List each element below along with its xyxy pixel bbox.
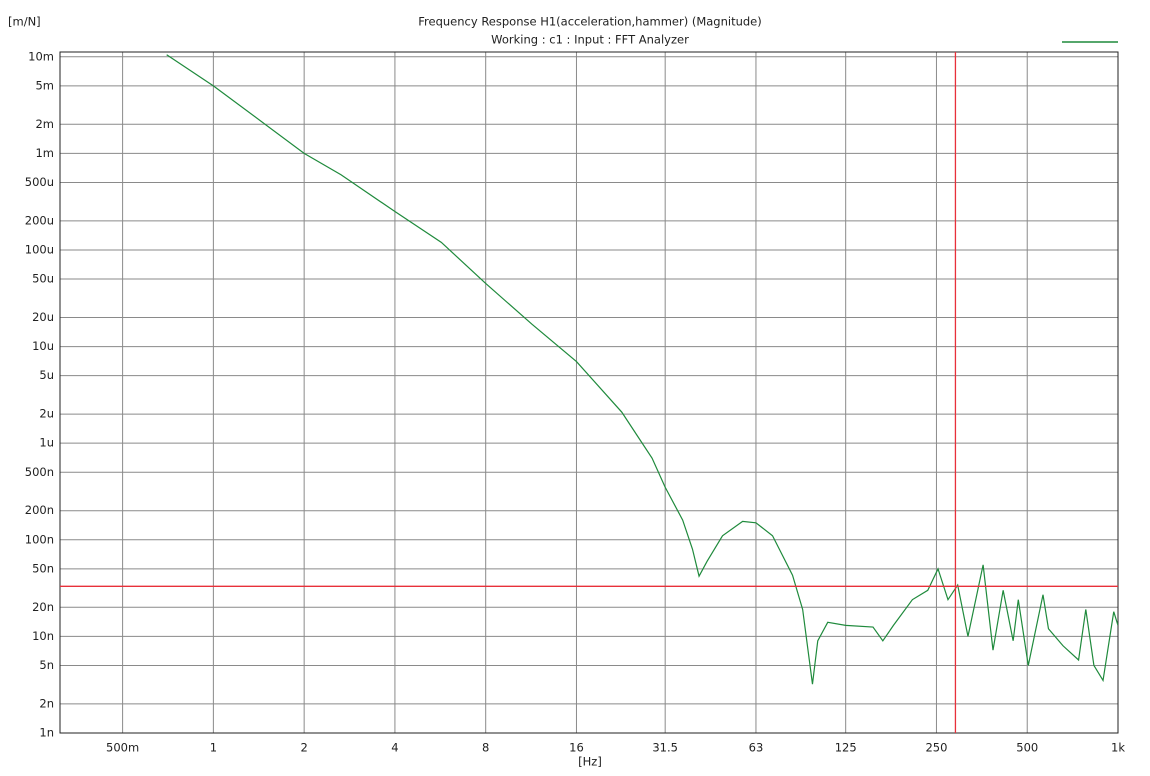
y-tick-label: 5n: [39, 658, 54, 672]
chart-title: Frequency Response H1(acceleration,hamme…: [418, 15, 761, 29]
y-tick-label: 200n: [25, 503, 54, 517]
x-tick-label: 63: [749, 741, 764, 755]
x-tick-label: 250: [925, 741, 947, 755]
plot-frame: [59, 51, 1119, 734]
y-tick-label: 10n: [32, 629, 54, 643]
x-tick-label: 8: [482, 741, 489, 755]
x-tick-label: 125: [835, 741, 857, 755]
x-tick-label: 2: [300, 741, 307, 755]
x-tick-label: 4: [391, 741, 398, 755]
y-tick-label: 50u: [32, 272, 54, 286]
y-tick-label: 5m: [35, 78, 54, 92]
y-tick-label: 20n: [32, 600, 54, 614]
x-tick-label: 500: [1016, 741, 1038, 755]
y-tick-label: 1u: [39, 436, 54, 450]
y-tick-label: 50n: [32, 561, 54, 575]
x-tick-label: 500m: [106, 741, 139, 755]
y-tick-label: 1m: [35, 146, 54, 160]
x-axis-label: [Hz]: [578, 755, 602, 769]
y-axis-label: [m/N]: [8, 15, 41, 29]
y-tick-label: 500u: [25, 175, 54, 189]
y-tick-label: 2u: [39, 407, 54, 421]
chart-subtitle: Working : c1 : Input : FFT Analyzer: [491, 33, 689, 47]
x-tick-label: 1: [210, 741, 217, 755]
y-tick-label: 1n: [39, 726, 54, 740]
y-tick-label: 100u: [25, 242, 54, 256]
plot-area: [166, 54, 1118, 685]
x-tick-label: 31.5: [652, 741, 678, 755]
y-tick-label: 2m: [35, 117, 54, 131]
y-tick-label: 5u: [39, 368, 54, 382]
y-tick-label: 20u: [32, 310, 54, 324]
x-tick-label: 1k: [1111, 741, 1125, 755]
y-tick-label: 100n: [25, 532, 54, 546]
y-tick-label: 500n: [25, 465, 54, 479]
y-tick-label: 10u: [32, 339, 54, 353]
data-line: [166, 54, 1118, 685]
y-tick-label: 200u: [25, 213, 54, 227]
y-tick-label: 2n: [39, 696, 54, 710]
x-tick-label: 16: [569, 741, 584, 755]
y-tick-label: 10m: [28, 49, 54, 63]
